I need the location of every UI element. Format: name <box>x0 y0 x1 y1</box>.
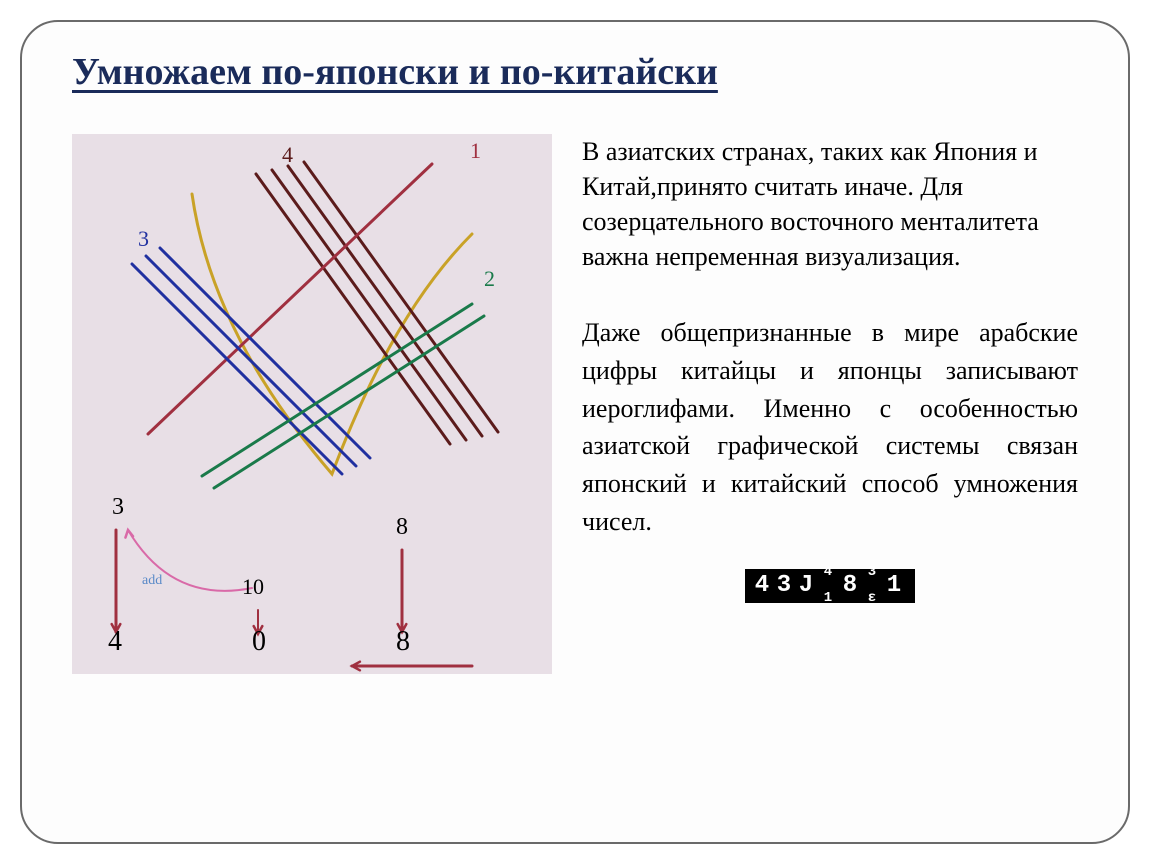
svg-text:8: 8 <box>396 514 408 540</box>
svg-text:add: add <box>142 573 162 588</box>
slide-frame: Умножаем по-японски и по-китайски 4 1 3 2 3 8… <box>20 20 1130 844</box>
paragraph-2: Даже общепризнанные в мире арабские цифр… <box>582 314 1078 540</box>
counter-digit: . <box>819 571 841 601</box>
counter-digit: 8 <box>841 571 863 601</box>
svg-text:10: 10 <box>242 574 264 599</box>
svg-text:3: 3 <box>112 494 124 520</box>
content-row: 4 1 3 2 3 8 add 10 4 0 8 В азиатских странах, таки… <box>72 134 1078 674</box>
counter-digit: J <box>797 571 819 601</box>
counter-digit: 4 <box>753 571 775 601</box>
svg-text:4: 4 <box>108 626 122 657</box>
multiplication-diagram: 4 1 3 2 3 8 add 10 4 0 8 <box>72 134 552 674</box>
counter-container: 43J.8.1 <box>582 569 1078 603</box>
svg-text:3: 3 <box>138 226 149 251</box>
svg-text:0: 0 <box>252 626 266 657</box>
paragraph-1: В азиатских странах, таких как Япония и … <box>582 134 1078 274</box>
counter-digit: 3 <box>775 571 797 601</box>
counter-digit: . <box>863 571 885 601</box>
svg-text:1: 1 <box>470 138 481 163</box>
slide-title: Умножаем по-японски и по-китайски <box>72 50 1078 94</box>
diagram-svg: 4 1 3 2 3 8 add 10 4 0 8 <box>72 134 552 674</box>
diagram-column: 4 1 3 2 3 8 add 10 4 0 8 <box>72 134 552 674</box>
svg-text:4: 4 <box>282 142 293 167</box>
svg-text:8: 8 <box>396 626 410 657</box>
odometer-counter: 43J.8.1 <box>745 569 915 603</box>
svg-text:2: 2 <box>484 266 495 291</box>
counter-digit: 1 <box>885 571 907 601</box>
text-column: В азиатских странах, таких как Япония и … <box>582 134 1078 674</box>
